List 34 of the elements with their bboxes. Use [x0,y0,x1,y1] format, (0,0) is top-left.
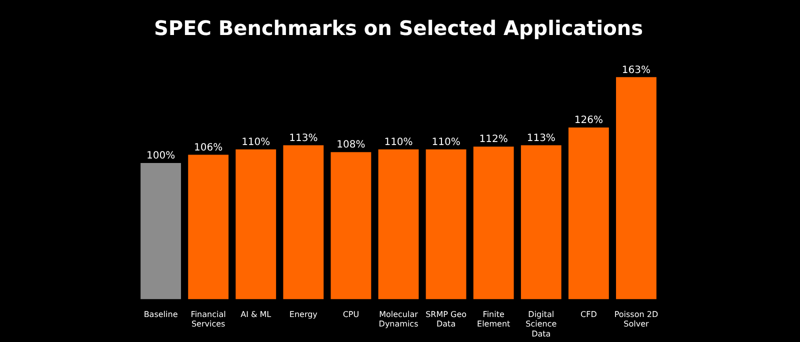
chart-title: SPEC Benchmarks on Selected Applications [154,16,643,40]
data-label: 110% [242,136,270,148]
bar [283,145,324,300]
data-label: 163% [622,64,651,76]
data-label: 113% [526,132,556,144]
x-tick-label: AI & ML [240,310,272,320]
data-label: 126% [574,115,603,126]
x-tick-label: Poisson 2D Solver [614,310,658,329]
bar [426,149,466,300]
x-tick-label: CFD [580,310,597,320]
data-label: 110% [432,136,460,148]
x-tick-label: CPU [342,310,360,320]
bar [520,145,562,300]
x-tick-label: SRMP Geo Data [426,310,467,329]
bar [616,77,656,300]
bar [236,149,276,300]
data-label: 110% [384,136,413,148]
x-tick-label: Finite Element [477,310,510,329]
data-label: 108% [336,140,366,151]
bar [330,152,372,300]
data-label: 106% [194,142,223,154]
bar [473,146,514,300]
bar [378,149,419,300]
bar [140,162,181,300]
data-label: 112% [479,134,508,146]
x-tick-label: Baseline [144,310,178,320]
x-tick-label: Energy [289,310,318,320]
x-tick-label: Digital Science Data [526,310,557,338]
x-tick-label: Financial Services [190,310,226,329]
data-label: 113% [289,132,318,144]
bar [568,128,609,300]
bar [188,154,229,300]
data-label: 100% [146,150,176,162]
x-tick-label: Molecular Dynamics [378,310,419,329]
